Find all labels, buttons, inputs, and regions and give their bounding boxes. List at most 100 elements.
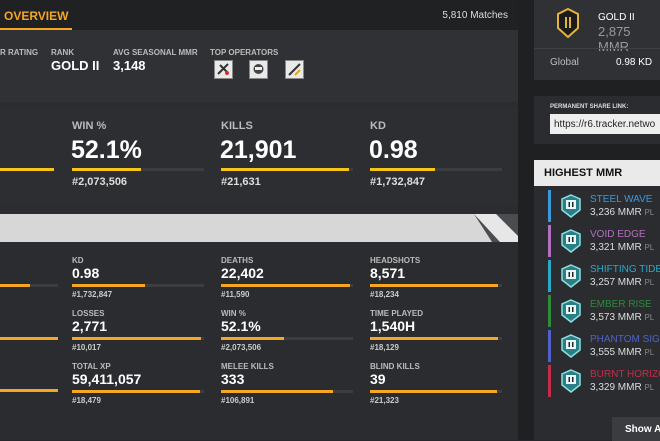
share-link-label: PERMANENT SHARE LINK:	[550, 104, 629, 110]
platinum-rank-icon	[561, 299, 581, 323]
season-mmr-value: 3,329 MMR	[590, 382, 642, 393]
winpct-bar	[72, 168, 204, 171]
detail-headshots-label: HEADSHOTS	[370, 256, 421, 265]
season-name: VOID EDGE	[590, 229, 646, 240]
tab-bar: OVERVIEW 5,810 Matches	[0, 0, 518, 30]
highest-mmr-list: STEEL WAVE 3,236 MMR PL VOID EDGE 3,321 MMR…	[534, 186, 660, 440]
season-mmr-value: 3,236 MMR	[590, 207, 642, 218]
detail-time-played-bar	[370, 337, 502, 340]
kd-value: 0.98	[369, 136, 418, 164]
season-mmr-value: 3,555 MMR	[590, 347, 642, 358]
detail-time-played-rank: #18,129	[370, 343, 399, 352]
rank-value: GOLD II	[51, 58, 100, 73]
detail-blind-kills-rank: #21,323	[370, 396, 399, 405]
season-rank-abbrev: PL	[644, 278, 655, 287]
detail-total-xp-value: 59,411,057	[72, 371, 142, 387]
detail-losses-bar	[72, 337, 204, 340]
detail-win-value: 52.1%	[221, 318, 261, 334]
partial-bar-2	[0, 337, 58, 340]
detail-deaths-label: DEATHS	[221, 256, 254, 265]
kd-label: KD	[370, 120, 386, 132]
winpct-value: 52.1%	[71, 136, 142, 164]
operator-icon-3[interactable]	[285, 60, 304, 79]
detail-melee-kills-value: 333	[221, 371, 245, 387]
winpct-rank: #2,073,506	[72, 176, 128, 188]
kills-bar	[221, 168, 353, 171]
detail-deaths-rank: #11,590	[221, 290, 250, 299]
section-stripes	[474, 214, 518, 242]
detail-losses-label: LOSSES	[72, 309, 105, 318]
detail-blind-kills-label: BLIND KILLS	[370, 362, 420, 371]
season-name: EMBER RISE	[590, 299, 652, 310]
season-mmr: 3,329 MMR PL	[590, 382, 654, 393]
kd-bar	[370, 168, 502, 171]
detail-total-xp-bar	[72, 390, 204, 393]
detail-time-played-bar-fill	[370, 337, 499, 340]
season-mmr-value: 3,573 MMR	[590, 312, 642, 323]
show-all-button[interactable]: Show A	[612, 417, 660, 441]
platinum-rank-icon	[561, 229, 581, 253]
detail-deaths-bar	[221, 284, 353, 287]
bar-fill	[221, 168, 350, 171]
season-color-stripe	[548, 330, 551, 362]
detail-kd-bar	[72, 284, 204, 287]
kills-value: 21,901	[220, 136, 297, 164]
detail-total-xp-bar-fill	[72, 390, 201, 393]
detail-blind-kills-bar-fill	[370, 390, 497, 393]
kd-rank: #1,732,847	[370, 176, 426, 188]
season-color-stripe	[548, 260, 551, 292]
season-item[interactable]: PHANTOM SIGHT 3,555 MMR PL	[548, 330, 660, 362]
season-name: STEEL WAVE	[590, 194, 653, 205]
avg-mmr-label: AVG SEASONAL MMR	[113, 48, 198, 57]
season-mmr: 3,236 MMR PL	[590, 207, 654, 218]
season-mmr: 3,573 MMR PL	[590, 312, 654, 323]
gold-rank-icon	[557, 8, 579, 38]
detail-kd-value: 0.98	[72, 265, 100, 281]
winpct-label: WIN %	[72, 120, 107, 132]
season-color-stripe	[548, 190, 551, 222]
detail-losses-value: 2,771	[72, 318, 108, 334]
partial-bar	[0, 168, 54, 171]
avg-mmr-value: 3,148	[113, 58, 146, 73]
season-mmr: 3,257 MMR PL	[590, 277, 654, 288]
platinum-rank-icon	[561, 264, 581, 288]
current-rank-name: GOLD II	[598, 12, 635, 23]
big-stats: WIN % 52.1% #2,073,506 KILLS 21,901 #21,…	[0, 108, 518, 204]
season-mmr: 3,321 MMR PL	[590, 242, 654, 253]
detail-kd-label: KD	[72, 256, 84, 265]
share-link-input[interactable]	[550, 114, 660, 134]
season-item[interactable]: BURNT HORIZON 3,329 MMR PL	[548, 365, 660, 397]
platinum-rank-icon	[561, 334, 581, 358]
kills-label: KILLS	[221, 120, 253, 132]
share-link-panel: PERMANENT SHARE LINK:	[534, 96, 660, 144]
rank-label: RANK	[51, 48, 75, 57]
detail-losses-rank: #10,017	[72, 343, 101, 352]
season-mmr: 3,555 MMR PL	[590, 347, 654, 358]
season-item[interactable]: VOID EDGE 3,321 MMR PL	[548, 225, 660, 257]
season-item[interactable]: STEEL WAVE 3,236 MMR PL	[548, 190, 660, 222]
season-item[interactable]: EMBER RISE 3,573 MMR PL	[548, 295, 660, 327]
operator-icon-2[interactable]	[249, 60, 268, 79]
detail-melee-kills-bar-fill	[221, 390, 334, 393]
detail-blind-kills-value: 39	[370, 371, 386, 387]
rating-label: R RATING	[0, 48, 39, 57]
partial-bar-3	[0, 389, 58, 392]
season-rank-abbrev: PL	[644, 208, 655, 217]
detail-headshots-rank: #18,234	[370, 290, 399, 299]
detail-headshots-value: 8,571	[370, 265, 406, 281]
partial-bar-1	[0, 284, 58, 287]
season-item[interactable]: SHIFTING TIDE 3,257 MMR PL	[548, 260, 660, 292]
detail-stats	[0, 242, 518, 440]
highest-mmr-title: HIGHEST MMR	[534, 160, 660, 186]
bar-fill	[370, 168, 435, 171]
detail-headshots-bar-fill	[370, 284, 499, 287]
operator-icon-1[interactable]	[214, 60, 233, 79]
rank-card	[534, 0, 660, 80]
global-value: 0.98 KD	[616, 57, 653, 68]
matches-count: 5,810 Matches	[442, 10, 508, 21]
detail-melee-kills-bar	[221, 390, 353, 393]
tab-overview[interactable]: OVERVIEW	[0, 0, 72, 30]
season-name: PHANTOM SIGHT	[590, 334, 660, 345]
detail-melee-kills-label: MELEE KILLS	[221, 362, 274, 371]
platinum-rank-icon	[561, 194, 581, 218]
